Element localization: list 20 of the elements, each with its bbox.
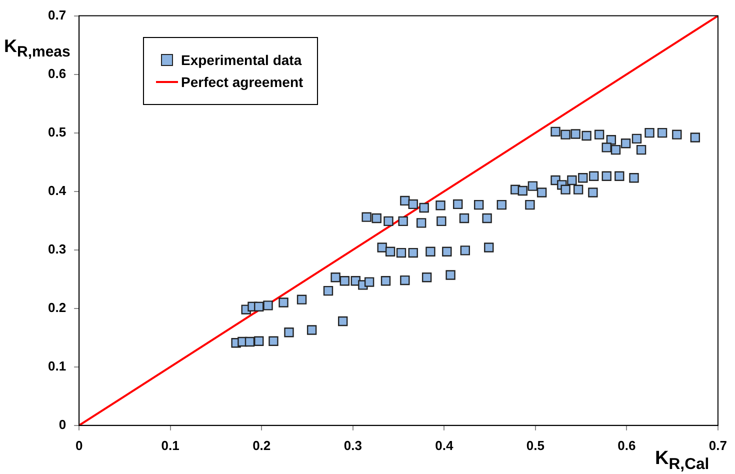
x-axis-title: K$_{R,Cal}$ (655, 448, 710, 474)
y-tick-label: 0.6 (48, 66, 66, 81)
y-tick-label: 0.4 (48, 182, 67, 198)
y-tick-label: 0.5 (48, 124, 66, 140)
x-tick-label: 0.4 (435, 438, 454, 453)
x-tick-label: 0.2 (252, 438, 271, 453)
x-tick-label: 0.1 (161, 438, 180, 453)
y-tick-label: 0.1 (48, 358, 66, 374)
x-tick-label: 0 (75, 438, 83, 453)
x-tick-label: 0.7 (708, 438, 728, 453)
y-tick-label: 0.2 (48, 300, 66, 315)
y-tick-label: 0 (58, 416, 66, 432)
legend-label: Perfect agreement (181, 74, 304, 90)
legend-label: Experimental data (181, 52, 302, 68)
x-tick-label: 0.3 (344, 438, 362, 453)
y-tick-label: 0.7 (48, 7, 66, 22)
x-tick-label: 0.6 (618, 438, 636, 453)
x-tick-label: 0.5 (526, 438, 544, 453)
y-axis-title: K$_{R,meas}$ (4, 36, 70, 61)
y-tick-label: 0.3 (48, 241, 66, 256)
